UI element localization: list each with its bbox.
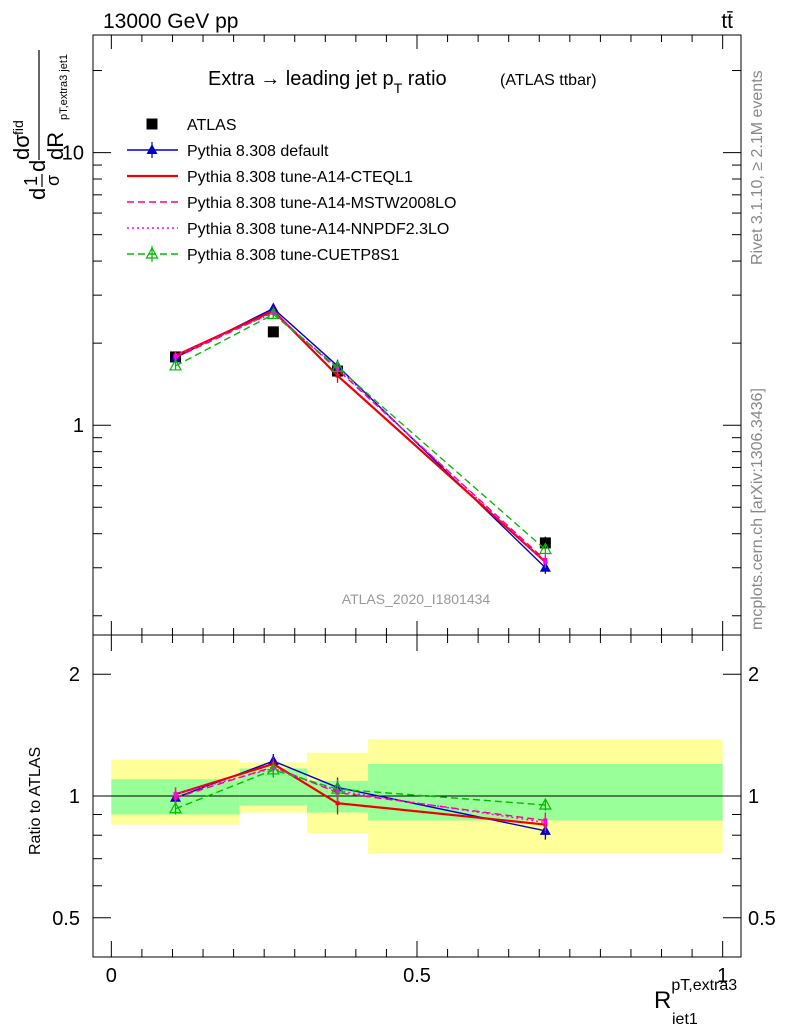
- main-y-axis-label: d 1 σ d dσ fid dR pT,extra3 jet1: [9, 50, 70, 200]
- legend-label-nnpdf: Pythia 8.308 tune-A14-NNPDF2.3LO: [187, 221, 449, 238]
- ratio-point-nnpdf: [543, 820, 548, 825]
- legend-entry-atlas: ATLAS: [146, 117, 237, 134]
- main-y-ticks: 1 10: [62, 35, 741, 635]
- ratio-plot-panel: 0.5 0.5 1 1 2 2 0 0.5 1: [52, 634, 776, 987]
- legend-label-mstw: Pythia 8.308 tune-A14-MSTW2008LO: [187, 195, 456, 212]
- legend-label-atlas: ATLAS: [187, 117, 237, 134]
- main-y-tick-label: 10: [62, 143, 84, 165]
- ratio-line-cteql1: [175, 762, 546, 826]
- legend-entry-nnpdf: Pythia 8.308 tune-A14-NNPDF2.3LO: [127, 221, 449, 238]
- data-point-atlas: [267, 326, 279, 338]
- main-series-group: [169, 302, 552, 574]
- main-y-label-d2: d: [25, 160, 50, 172]
- legend-marker-default: [146, 144, 158, 154]
- series-line-cuetp: [175, 313, 546, 551]
- legend-label-cteql1: Pythia 8.308 tune-A14-CTEQL1: [187, 169, 413, 186]
- x-tick-label: 0: [106, 965, 117, 987]
- x-axis-label: RpT,extra3 jet1: [654, 977, 737, 1024]
- ratio-line-cuetp: [175, 769, 546, 810]
- ratio-point-cuetp: [266, 762, 280, 775]
- x-tick-label: 0.5: [403, 965, 431, 987]
- data-point-nnpdf: [173, 353, 178, 358]
- ratio-y-label: Ratio to ATLAS: [27, 747, 44, 855]
- ratio-point-cuetp: [331, 781, 345, 794]
- ratio-y-tick-label: 0.5: [52, 908, 80, 930]
- ratio-y-tick-label-right: 1: [748, 786, 759, 808]
- inner-band-3: [368, 763, 723, 821]
- main-y-tick-label: 1: [73, 415, 84, 437]
- ratio-series-cuetp: [169, 762, 552, 815]
- legend-entry-mstw: Pythia 8.308 tune-A14-MSTW2008LO: [127, 195, 456, 212]
- legend-entry-cteql1: Pythia 8.308 tune-A14-CTEQL1: [127, 169, 413, 186]
- ratio-point-cuetp: [169, 801, 183, 814]
- series-line-mstw: [175, 311, 546, 561]
- main-y-label-dsigma: dσ: [9, 134, 34, 160]
- main-title-note: (ATLAS ttbar): [500, 72, 597, 89]
- process-label: tt̄: [721, 10, 733, 33]
- data-point-nnpdf: [543, 559, 548, 564]
- x-tick-label: 1: [717, 965, 728, 987]
- main-title: Extra → leading jet pT ratio: [208, 68, 447, 96]
- legend-entry-default: Pythia 8.308 default: [127, 142, 329, 160]
- data-point-cuetp: [331, 360, 345, 372]
- ratio-y-tick-label-right: 2: [748, 664, 759, 686]
- data-point-cuetp: [538, 542, 552, 555]
- legend-marker-atlas: [146, 118, 158, 130]
- ratio-y-tick-label-right: 0.5: [748, 908, 776, 930]
- series-cuetp: [169, 307, 552, 555]
- ratio-y-tick-label: 1: [69, 786, 80, 808]
- main-y-label-fid: fid: [10, 120, 26, 135]
- data-point-cuetp: [169, 358, 183, 371]
- energy-label: 13000 GeV pp: [103, 10, 238, 33]
- legend-label-default: Pythia 8.308 default: [187, 143, 329, 160]
- ratio-point-nnpdf: [173, 792, 178, 797]
- legend-label-cuetp: Pythia 8.308 tune-CUETP8S1: [187, 247, 400, 264]
- ratio-series-group: [169, 754, 552, 840]
- mcplots-credit-label: mcplots.cern.ch [arXiv:1306.3436]: [749, 388, 766, 630]
- analysis-watermark: ATLAS_2020_I1801434: [342, 591, 491, 607]
- main-y-label-sigma: σ: [43, 175, 63, 186]
- main-y-label-d1: d: [25, 188, 50, 200]
- ratio-frame: [92, 634, 742, 958]
- main-y-label-sub: pT,extra3 jet1: [58, 54, 70, 120]
- legend: ATLAS Pythia 8.308 default Pythia 8.308 tu…: [127, 117, 456, 264]
- legend-marker-cuetp: [145, 246, 159, 259]
- ratio-y-tick-label: 2: [69, 664, 80, 686]
- main-y-label-dR: dR: [43, 132, 68, 160]
- series-line-cteql1: [175, 309, 547, 563]
- main-plot-panel: 1 10 Extra → leading jet pT ratio (ATLAS …: [62, 34, 742, 636]
- main-y-label-frac: 1: [21, 176, 41, 186]
- data-point-cuetp: [266, 307, 280, 319]
- legend-entry-cuetp: Pythia 8.308 tune-CUETP8S1: [127, 246, 400, 264]
- ratio-point-cuetp: [538, 797, 552, 810]
- rivet-version-label: Rivet 3.1.10, ≥ 2.1M events: [749, 70, 766, 265]
